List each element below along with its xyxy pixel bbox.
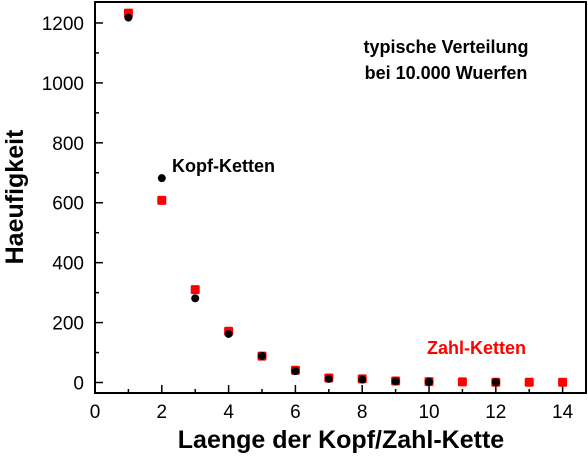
data-point-zahl-ketten bbox=[457, 377, 467, 387]
x-tick-label: 10 bbox=[418, 402, 439, 423]
data-marks bbox=[123, 8, 568, 387]
x-tick-label: 6 bbox=[290, 402, 301, 423]
x-tick-label: 14 bbox=[552, 402, 574, 423]
axis-ticks: 0 2 4 6 8 10 12 14 0 200 400 600 800 1000 1200 bbox=[42, 14, 574, 423]
annotation-info-line1: typische Verteilung bbox=[363, 37, 528, 57]
y-tick-label: 400 bbox=[52, 254, 84, 275]
x-tick-label: 4 bbox=[223, 402, 234, 423]
annotation-info-line2: bei 10.000 Wuerfen bbox=[365, 63, 528, 83]
data-point-kopf-ketten bbox=[224, 329, 233, 338]
y-tick-label: 0 bbox=[73, 374, 84, 395]
data-point-zahl-ketten bbox=[157, 195, 167, 205]
data-point-kopf-ketten bbox=[324, 374, 333, 383]
series-label-kopf-ketten: Kopf-Ketten bbox=[172, 156, 275, 176]
y-tick-label: 600 bbox=[52, 194, 84, 215]
data-point-kopf-ketten bbox=[191, 294, 200, 303]
data-point-kopf-ketten bbox=[358, 375, 367, 384]
y-axis-title: Haeufigkeit bbox=[1, 129, 29, 264]
series-label-zahl-ketten: Zahl-Ketten bbox=[427, 338, 526, 358]
y-tick-label: 200 bbox=[52, 314, 84, 335]
plot-frame bbox=[94, 1, 587, 394]
x-tick-label: 12 bbox=[485, 402, 506, 423]
data-point-zahl-ketten bbox=[190, 285, 200, 295]
data-point-kopf-ketten bbox=[258, 351, 267, 360]
data-point-zahl-ketten bbox=[558, 377, 568, 387]
x-tick-label: 0 bbox=[90, 402, 101, 423]
y-tick-label: 1200 bbox=[42, 14, 84, 35]
x-tick-label: 8 bbox=[357, 402, 368, 423]
data-point-kopf-ketten bbox=[291, 367, 300, 376]
y-tick-label: 800 bbox=[52, 134, 84, 155]
x-tick-label: 2 bbox=[157, 402, 168, 423]
series-kopf-ketten bbox=[124, 13, 500, 387]
data-point-zahl-ketten bbox=[524, 377, 534, 387]
y-tick-label: 1000 bbox=[42, 74, 84, 95]
data-point-kopf-ketten bbox=[491, 378, 500, 387]
data-point-kopf-ketten bbox=[157, 174, 166, 183]
x-axis-title: Laenge der Kopf/Zahl-Kette bbox=[178, 426, 505, 454]
data-point-kopf-ketten bbox=[391, 377, 400, 386]
data-point-kopf-ketten bbox=[425, 377, 434, 386]
data-point-kopf-ketten bbox=[124, 13, 133, 22]
